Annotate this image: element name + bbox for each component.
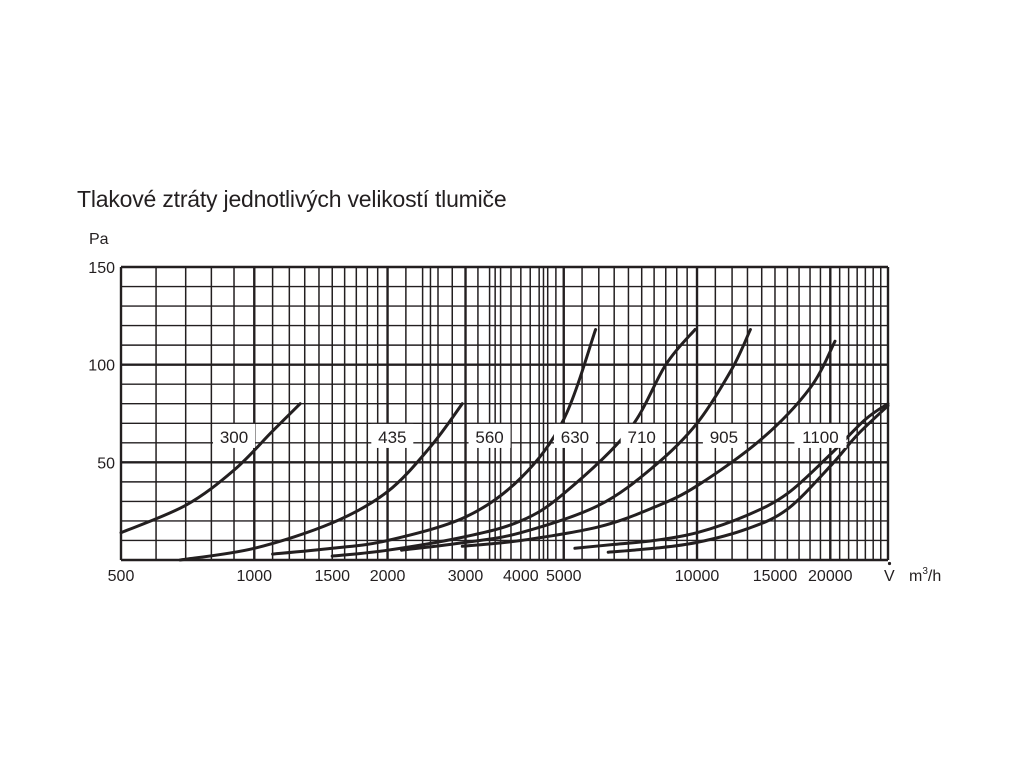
y-tick-label: 100 [88,358,115,375]
y-tick-label: 50 [97,455,115,472]
series-label: 905 [710,428,738,447]
x-tick-label: 20000 [808,568,853,585]
series-label: 1100 [802,428,839,447]
x-tick-label: 500 [108,568,135,585]
chart-title: Tlakové ztráty jednotlivých velikostí tl… [77,186,507,212]
x-axis-symbol: V [884,568,895,585]
x-tick-label: 2000 [370,568,406,585]
y-axis-label: Pa [89,231,109,248]
series-label: 560 [475,428,503,447]
series-curves [119,328,890,562]
series-curve [330,328,697,558]
x-axis-unit: m3/h [909,566,941,585]
series-label-bg [620,423,663,448]
series-label-bg [553,423,596,448]
series-curve [271,328,598,556]
x-tick-label: 5000 [546,568,582,585]
series-curve [178,402,464,562]
series-curve [573,402,890,550]
series-label-bg [213,423,256,448]
series-curve [119,402,302,535]
series-label-bg [371,423,414,448]
series-curve [460,339,837,548]
x-tick-label: 1000 [236,568,272,585]
series-curve [606,404,890,554]
series-label-bg [794,423,847,448]
series-curve [400,328,752,552]
y-tick-label: 150 [88,260,115,277]
grid [119,265,890,562]
x-tick-label: 10000 [675,568,720,585]
x-tick-label: 1500 [314,568,350,585]
series-label-bg [468,423,511,448]
series-labels: 300 435 560 630 710 905 1100 [213,423,847,448]
series-label-bg [702,423,745,448]
series-label: 435 [378,428,406,447]
tick-labels: 500 1000 1500 2000 3000 4000 5000 10000 15000 200… [88,231,941,585]
x-axis-symbol-dot [887,561,892,566]
series-label: 300 [220,428,248,447]
x-tick-label: 3000 [448,568,484,585]
x-tick-label: 4000 [503,568,539,585]
x-tick-label: 15000 [753,568,798,585]
series-label: 710 [628,428,656,447]
series-label: 630 [561,428,589,447]
